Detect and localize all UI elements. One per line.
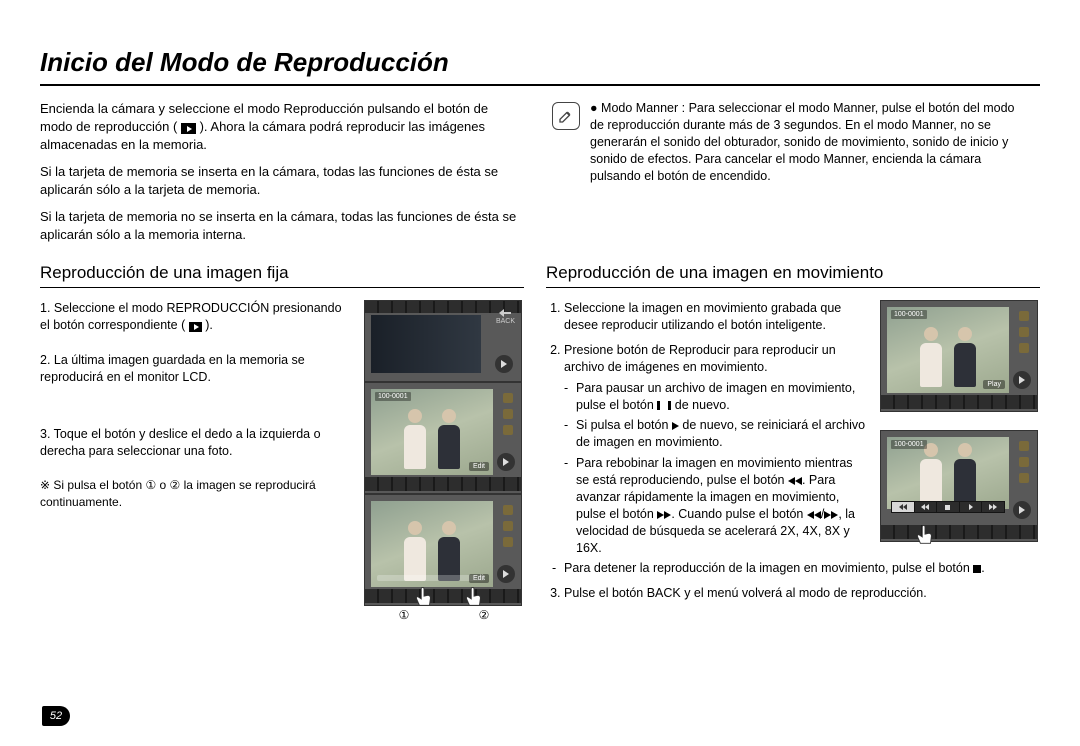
left-column: Reproducción de una imagen fija 1. Selec… <box>40 263 524 622</box>
movie-control-bar <box>891 501 1005 513</box>
left-heading: Reproducción de una imagen fija <box>40 263 524 288</box>
content-columns: Reproducción de una imagen fija 1. Selec… <box>40 263 1040 622</box>
play-label: Play <box>983 380 1005 389</box>
note-pencil-icon <box>552 102 580 130</box>
right-heading: Reproducción de una imagen en movimiento <box>546 263 1040 288</box>
intro-row: Encienda la cámara y seleccione el modo … <box>40 100 1040 243</box>
right-step-2: Presione botón de Reproducir para reprod… <box>564 342 866 577</box>
playback-mode-icon <box>189 322 202 332</box>
camera-back-thumb: BACK <box>364 300 522 382</box>
left-step-1b: ). <box>205 318 213 332</box>
rewind-icon <box>814 511 821 519</box>
lcd-preview-thumb-2-wrap: Edit ① ② <box>364 494 524 622</box>
hand-pointer-icon <box>914 525 936 547</box>
sub-pause: Para pausar un archivo de imagen en movi… <box>576 380 866 414</box>
right-steps-list: Seleccione la imagen en movimiento graba… <box>546 300 866 602</box>
note-label: Modo Manner : <box>601 101 689 115</box>
left-footnote: ※ Si pulsa el botón ① o ② la imagen se r… <box>40 477 350 509</box>
edit-label: Edit <box>469 574 489 583</box>
manual-page: Inicio del Modo de Reproducción Encienda… <box>0 0 1080 746</box>
intro-left-column: Encienda la cámara y seleccione el modo … <box>40 100 520 243</box>
marker-2: ② <box>479 608 490 622</box>
page-title: Inicio del Modo de Reproducción <box>40 47 1040 86</box>
right-text: Seleccione la imagen en movimiento graba… <box>546 300 866 610</box>
right-body: Seleccione la imagen en movimiento graba… <box>546 300 1040 610</box>
note-bullet: ● <box>590 101 598 115</box>
intro-para-1: Encienda la cámara y seleccione el modo … <box>40 100 520 153</box>
sub-seek: Para rebobinar la imagen en movimiento m… <box>576 455 866 556</box>
sub-resume: Si pulsa el botón de nuevo, se reiniciar… <box>576 417 866 451</box>
left-figure-stack: BACK 100-0001 <box>364 300 524 622</box>
movie-thumb-2: 100-0001 00:00:05 <box>880 430 1038 542</box>
playback-mode-icon <box>181 123 196 134</box>
lcd-preview-thumb-1: 100-0001 Edit <box>364 382 522 494</box>
hand-pointer-icon <box>413 587 435 609</box>
intro-para-2: Si la tarjeta de memoria se inserta en l… <box>40 163 520 198</box>
lcd-preview-thumb-2: Edit <box>364 494 522 606</box>
ff-icon <box>657 511 664 519</box>
right-step-1: Seleccione la imagen en movimiento graba… <box>564 300 866 334</box>
page-number-badge: 52 <box>42 706 70 726</box>
ff-icon <box>824 511 831 519</box>
movie-thumb-1: 100-0001 Play <box>880 300 1038 412</box>
lcd-dark <box>371 315 481 373</box>
right-column: Reproducción de una imagen en movimiento… <box>546 263 1040 622</box>
film-strip <box>881 525 1037 539</box>
left-step-1: 1. Seleccione el modo REPRODUCCIÓN presi… <box>40 300 350 334</box>
intro-right-column: ● Modo Manner : Para seleccionar el modo… <box>552 100 1022 243</box>
play-circle-icon <box>495 355 513 373</box>
play-right-icon <box>672 422 679 430</box>
right-step-2-text: Presione botón de Reproducir para reprod… <box>564 343 836 374</box>
file-number-label: 100-0001 <box>891 310 927 319</box>
right-step-2-subitems: Para pausar un archivo de imagen en movi… <box>564 380 866 578</box>
left-step-2: 2. La última imagen guardada en la memor… <box>40 352 350 386</box>
rewind-icon <box>807 511 814 519</box>
rewind-icon <box>795 477 802 485</box>
left-step-3: 3. Toque el botón y deslice el dedo a la… <box>40 426 350 460</box>
figure-markers: ① ② <box>364 606 524 622</box>
intro-note-text: ● Modo Manner : Para seleccionar el modo… <box>590 100 1022 184</box>
left-text: 1. Seleccione el modo REPRODUCCIÓN presi… <box>40 300 350 622</box>
sub-stop: Para detener la reproducción de la image… <box>564 560 1024 577</box>
file-number-label: 100-0001 <box>375 392 411 401</box>
film-strip <box>365 589 521 603</box>
file-number-label: 100-0001 <box>891 440 927 449</box>
marker-1: ① <box>399 608 410 622</box>
left-body: 1. Seleccione el modo REPRODUCCIÓN presi… <box>40 300 524 622</box>
film-strip <box>365 477 521 491</box>
edit-label: Edit <box>469 462 489 471</box>
rewind-icon <box>788 477 795 485</box>
film-strip <box>881 395 1037 409</box>
back-button-label: BACK <box>496 309 515 325</box>
hand-pointer-icon <box>463 587 485 609</box>
pause-icon <box>657 401 671 410</box>
intro-para-3: Si la tarjeta de memoria no se inserta e… <box>40 208 520 243</box>
